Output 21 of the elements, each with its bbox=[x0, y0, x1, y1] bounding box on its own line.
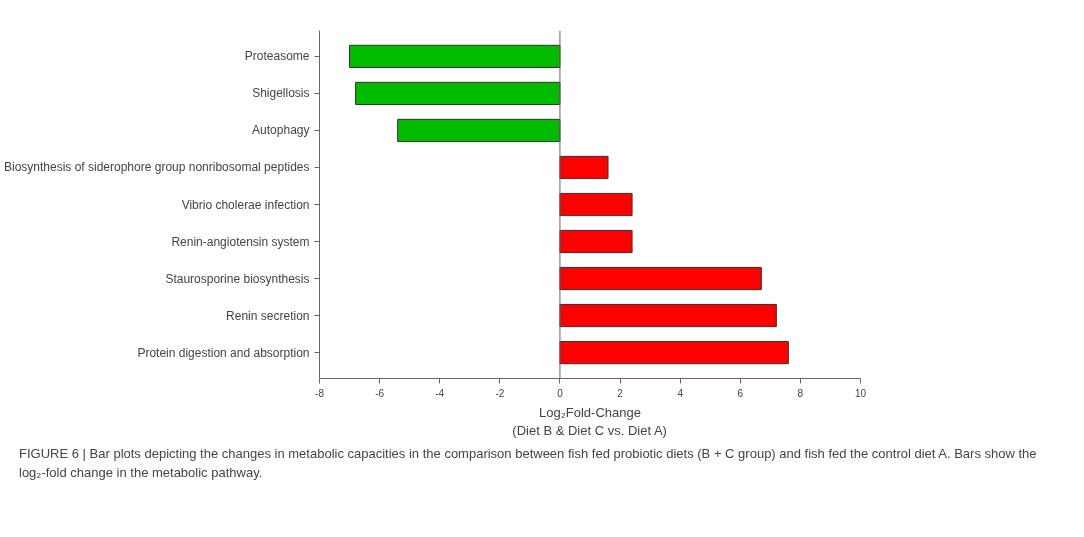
x-tick-label: -8 bbox=[315, 387, 325, 399]
y-tick-label: Autophagy bbox=[252, 123, 310, 138]
y-tick-label: Renin secretion bbox=[226, 308, 310, 323]
x-tick-label: 2 bbox=[617, 387, 624, 399]
x-tick-label: 0 bbox=[557, 387, 564, 399]
x-axis-title: Log₂Fold-Change (Diet B & Diet C vs. Diet A) bbox=[512, 404, 667, 438]
x-tick-label: -2 bbox=[495, 387, 505, 399]
caption: FIGURE 6 | Bar plots depicting the changes in metabolic capacities in the comparison between fish fed probiotic diets (B + C group) and fish fed the control diet A. Bars show the log₂-fold change in the metabolic pathway. bbox=[19, 445, 1038, 482]
x-tick-label: 4 bbox=[677, 387, 684, 399]
y-tick-label: Proteasome bbox=[244, 49, 310, 64]
y-tick-label: Vibrio cholerae infection bbox=[181, 197, 310, 212]
x-tick-label: -4 bbox=[435, 387, 445, 399]
y-tick-label: Renin-angiotensin system bbox=[171, 234, 310, 249]
y-tick-label: Biosynthesis of siderophore group nonribosomal peptides bbox=[3, 160, 310, 175]
x-tick-label: -6 bbox=[375, 387, 385, 399]
y-tick-label: Protein digestion and absorption bbox=[137, 345, 310, 360]
y-tick-label: Shigellosis bbox=[252, 86, 310, 101]
y-tick-label: Staurosporine biosynthesis bbox=[165, 271, 310, 286]
x-tick-label: 6 bbox=[737, 387, 744, 399]
x-tick-label: 8 bbox=[797, 387, 804, 399]
x-tick-label: 10 bbox=[854, 387, 867, 399]
